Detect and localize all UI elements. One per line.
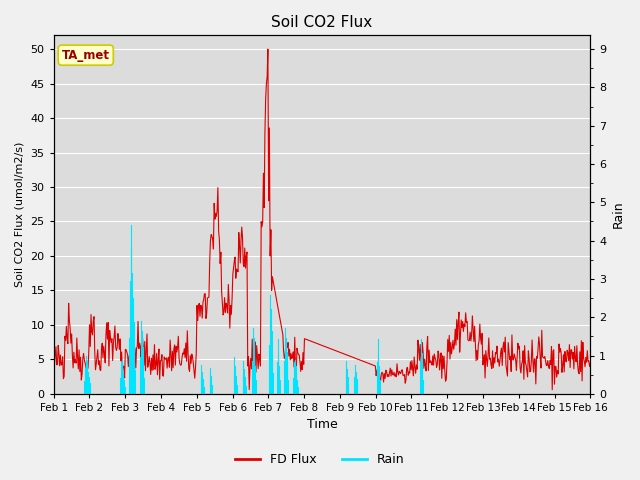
Y-axis label: Soil CO2 Flux (umol/m2/s): Soil CO2 Flux (umol/m2/s) bbox=[15, 142, 25, 287]
Legend: FD Flux, Rain: FD Flux, Rain bbox=[230, 448, 410, 471]
Title: Soil CO2 Flux: Soil CO2 Flux bbox=[271, 15, 372, 30]
Y-axis label: Rain: Rain bbox=[612, 201, 625, 228]
Text: TA_met: TA_met bbox=[61, 48, 109, 61]
X-axis label: Time: Time bbox=[307, 419, 337, 432]
